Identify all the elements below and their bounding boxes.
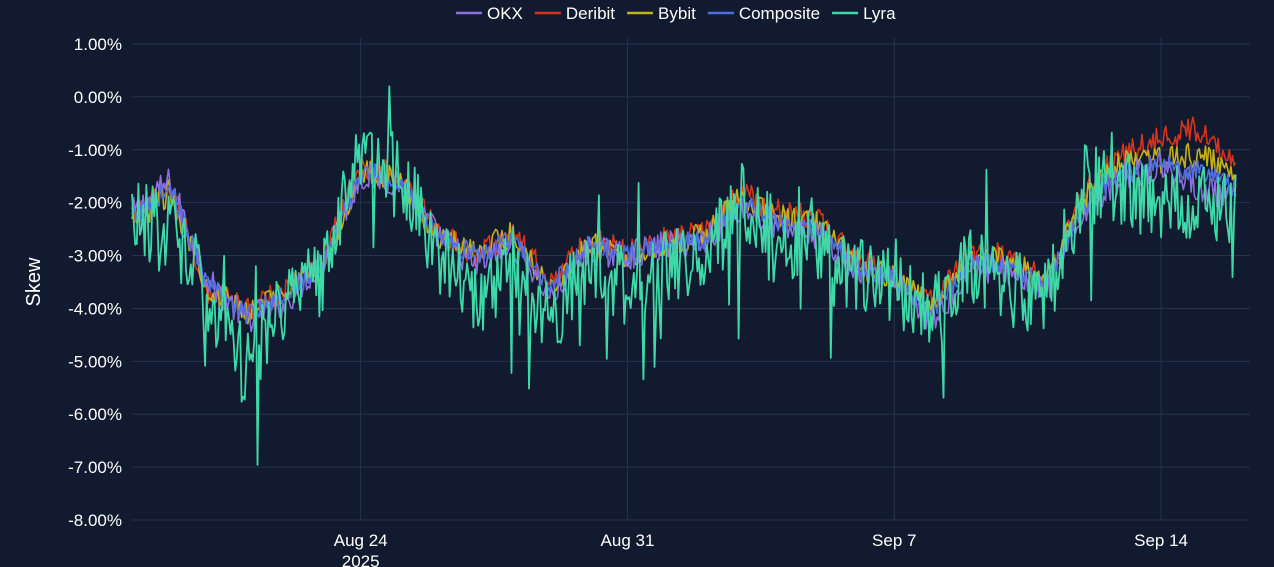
grid xyxy=(132,38,1250,521)
y-tick-label: -1.00% xyxy=(68,141,122,160)
legend-item-deribit[interactable]: Deribit xyxy=(534,4,615,23)
legend-item-okx[interactable]: OKX xyxy=(456,4,523,23)
legend-label: Bybit xyxy=(658,4,696,23)
y-tick-label: -7.00% xyxy=(68,458,122,477)
y-tick-label: -5.00% xyxy=(68,352,122,371)
x-tick-label: Sep 14 xyxy=(1134,531,1188,550)
y-tick-label: 1.00% xyxy=(74,35,122,54)
legend-label: Lyra xyxy=(863,4,896,23)
legend-label: OKX xyxy=(487,4,523,23)
legend: OKX Deribit Bybit Composite Lyra xyxy=(456,4,896,23)
series-lines xyxy=(131,85,1237,466)
legend-item-composite[interactable]: Composite xyxy=(707,4,820,23)
x-tick-label: Aug 24 2025 xyxy=(334,531,388,567)
legend-label: Composite xyxy=(739,4,820,23)
y-tick-label: -6.00% xyxy=(68,405,122,424)
y-axis-ticks: 1.00% 0.00% -1.00% -2.00% -3.00% -4.00% -5.00%… xyxy=(68,35,122,530)
x-axis-ticks: Aug 24 2025 Aug 31 Sep 7 Sep 14 xyxy=(334,531,1188,567)
x-tick-label: Sep 7 xyxy=(872,531,916,550)
y-axis-title: Skew xyxy=(23,257,45,306)
y-tick-label: 0.00% xyxy=(74,88,122,107)
x-tick-label: Aug 31 xyxy=(601,531,655,550)
y-tick-label: -8.00% xyxy=(68,511,122,530)
y-tick-label: -2.00% xyxy=(68,194,122,213)
legend-item-lyra[interactable]: Lyra xyxy=(832,4,896,23)
legend-item-bybit[interactable]: Bybit xyxy=(627,4,696,23)
legend-label: Deribit xyxy=(566,4,615,23)
series-line-lyra xyxy=(131,85,1237,466)
y-tick-label: -3.00% xyxy=(68,247,122,266)
y-tick-label: -4.00% xyxy=(68,299,122,318)
